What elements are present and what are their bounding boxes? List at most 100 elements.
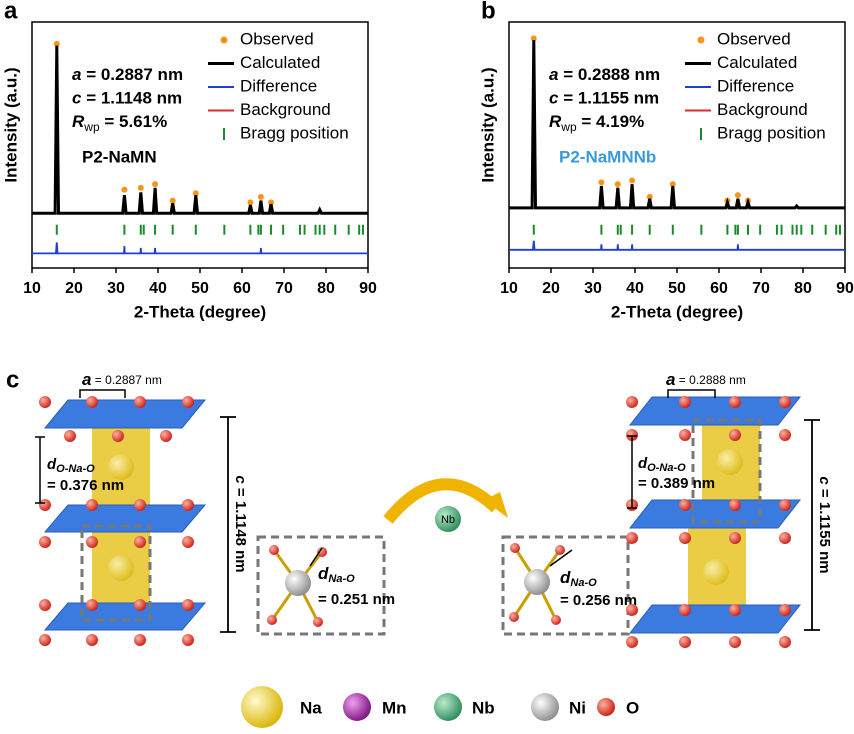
x-tick-label: 10 [23, 280, 41, 297]
chart: 10 20 30 40 50 60 70 80 90 2-Theta (degree) Intens… [478, 0, 854, 321]
x-tick-label: 20 [542, 280, 560, 297]
observed-point [646, 193, 653, 200]
panel-label: c [6, 366, 19, 393]
right-structure [626, 389, 820, 648]
c-label-left: c = 1.1148 nm [232, 475, 249, 572]
legend-marker [220, 36, 228, 44]
legend-label: Observed [240, 29, 314, 48]
y-axis-label: Intensity (a.u.) [1, 67, 20, 182]
nao-label-left: dNa-O [318, 564, 355, 584]
x-tick-label: 80 [317, 280, 335, 297]
x-tick-label: 90 [359, 280, 377, 297]
x-tick-label: 60 [710, 280, 728, 297]
arrow-head [484, 492, 508, 518]
a-value: = 0.2888 nm [675, 373, 745, 387]
legend-label: O [626, 698, 639, 717]
series-line [32, 45, 368, 215]
param-value: = 0.2888 nm [558, 65, 660, 84]
observed-point [267, 199, 274, 206]
nao-symbol: d [560, 568, 571, 587]
x-axis-label: 2-Theta (degree) [611, 302, 743, 321]
legend-label: Na [300, 698, 322, 717]
lattice-param: Rwp = 5.61% [72, 112, 167, 134]
param-symbol: c [72, 89, 82, 108]
param-value: = 4.19% [577, 112, 645, 131]
x-tick-label: 20 [65, 280, 83, 297]
x-tick-label: 40 [626, 280, 644, 297]
observed-point [53, 40, 60, 47]
nao-label-right: dNa-O [560, 568, 597, 588]
param-value: = 5.61% [100, 112, 168, 131]
observed-point [614, 181, 621, 188]
observed-point [669, 181, 676, 188]
param-sub: wp [83, 120, 100, 134]
c-label-right: c = 1.1155 nm [816, 476, 833, 573]
observed-point [629, 177, 636, 184]
d-label-right: dO-Na-O [638, 455, 686, 474]
lattice-param: c = 1.1148 nm [72, 89, 182, 108]
lattice-param: a = 0.2888 nm [549, 65, 660, 84]
param-symbol: R [549, 112, 562, 131]
observed-point [734, 192, 741, 199]
series-line [509, 40, 845, 210]
series-line [32, 242, 368, 255]
param-symbol: R [72, 112, 85, 131]
x-tick-label: 60 [233, 280, 251, 297]
sample-label: P2-NaMN [82, 147, 157, 166]
observed-point [598, 179, 605, 186]
x-tick-label: 80 [794, 280, 812, 297]
transform-arrow [383, 478, 501, 524]
param-value: = 1.1148 nm [81, 89, 182, 108]
panel-label: b [481, 0, 496, 24]
x-tick-label: 90 [836, 280, 854, 297]
nao-value-left: = 0.251 nm [318, 591, 395, 608]
c-value: = 1.1155 nm [816, 485, 833, 574]
d-label-left: dO-Na-O [47, 456, 95, 475]
observed-point [247, 199, 254, 206]
d-value-right: = 0.389 nm [638, 475, 715, 492]
nao-sub: Na-O [570, 577, 597, 589]
x-tick-label: 50 [191, 280, 209, 297]
param-value: = 0.2887 nm [81, 65, 183, 84]
legend-label: Calculated [240, 53, 320, 72]
a-label-left: a = 0.2887 nm [82, 370, 162, 389]
a-symbol: a [666, 370, 675, 389]
param-symbol: a [549, 65, 558, 84]
c-symbol: c [816, 476, 833, 485]
legend-label: Difference [717, 76, 794, 95]
legend-label: Difference [240, 76, 317, 95]
left-structure [35, 389, 236, 646]
chart: 10 20 30 40 50 60 70 80 90 2-Theta (degree) Intens… [1, 0, 377, 321]
nao-sub: Na-O [328, 573, 355, 585]
d-symbol: d [638, 455, 648, 472]
lattice-param: Rwp = 4.19% [549, 112, 644, 134]
observed-point [530, 35, 537, 42]
param-value: = 1.1155 nm [558, 89, 659, 108]
y-axis-label: Intensity (a.u.) [478, 67, 497, 182]
legend-label: Bragg position [240, 123, 349, 142]
observed-point [192, 190, 199, 197]
a-value: = 0.2887 nm [91, 373, 161, 387]
legend-label: Observed [717, 29, 791, 48]
param-symbol: a [72, 65, 81, 84]
observed-point [137, 184, 144, 191]
observed-point [152, 181, 159, 188]
legend-label: Bragg position [717, 123, 826, 142]
legend-label: Ni [569, 698, 586, 717]
x-tick-label: 50 [668, 280, 686, 297]
nao-value-right: = 0.256 nm [560, 592, 637, 609]
d-sub: O-Na-O [647, 462, 686, 474]
a-label-right: a = 0.2888 nm [666, 370, 746, 389]
a-symbol: a [82, 370, 91, 389]
x-tick-label: 30 [107, 280, 125, 297]
d-sub: O-Na-O [56, 463, 95, 475]
param-sub: wp [560, 120, 577, 134]
left-nao-box [256, 535, 386, 636]
dopant-label: Nb [441, 514, 455, 526]
atom-legend [241, 686, 615, 728]
x-tick-label: 30 [584, 280, 602, 297]
x-tick-label: 40 [149, 280, 167, 297]
d-value-left: = 0.376 nm [47, 477, 124, 494]
legend-label: Mn [382, 698, 407, 717]
